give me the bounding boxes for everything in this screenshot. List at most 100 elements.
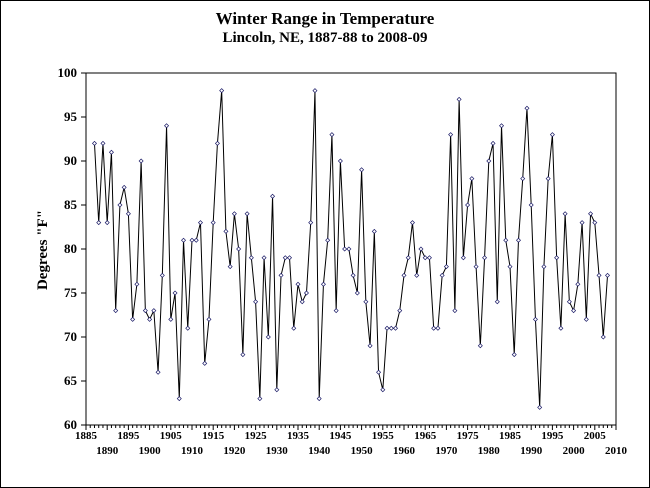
data-point <box>278 272 284 278</box>
x-tick-label-upper: 1985 <box>499 430 522 442</box>
data-point <box>393 325 399 331</box>
data-point <box>117 202 123 208</box>
data-point <box>562 211 568 217</box>
y-tick-label: 60 <box>64 417 77 432</box>
data-point <box>303 290 309 296</box>
data-point <box>142 308 148 314</box>
data-point <box>282 255 288 261</box>
x-tick-label-upper: 1955 <box>372 430 395 442</box>
data-point <box>261 255 267 261</box>
x-tick-label-upper: 1905 <box>160 430 183 442</box>
data-point <box>197 220 203 226</box>
data-point <box>435 325 441 331</box>
x-tick-label-lower: 2000 <box>563 445 586 457</box>
data-point <box>528 202 534 208</box>
data-point <box>532 316 538 322</box>
x-tick-label-lower: 1910 <box>181 445 204 457</box>
data-point <box>592 220 598 226</box>
data-point <box>469 176 475 182</box>
data-point <box>605 272 611 278</box>
data-point <box>359 167 365 173</box>
data-point <box>418 246 424 252</box>
data-point <box>494 299 500 305</box>
x-tick-label-upper: 1945 <box>329 430 352 442</box>
data-point <box>503 237 509 243</box>
data-point <box>147 316 153 322</box>
x-tick-label-lower: 1920 <box>223 445 246 457</box>
data-point <box>566 299 572 305</box>
data-point <box>524 105 530 111</box>
data-point <box>384 325 390 331</box>
data-point <box>274 387 280 393</box>
y-tick-label: 80 <box>64 241 77 256</box>
data-point <box>588 211 594 217</box>
x-tick-label-upper: 1975 <box>457 430 480 442</box>
data-point <box>575 281 581 287</box>
data-point <box>320 281 326 287</box>
data-point <box>337 158 343 164</box>
data-point <box>448 132 454 138</box>
data-point <box>227 264 233 270</box>
data-point <box>545 176 551 182</box>
series-line <box>93 90 609 408</box>
data-point <box>164 123 170 129</box>
data-point <box>172 290 178 296</box>
data-point <box>189 237 195 243</box>
x-tick-label-lower: 1890 <box>96 445 119 457</box>
data-point <box>354 290 360 296</box>
data-point <box>155 369 161 375</box>
data-point <box>507 264 513 270</box>
data-point <box>181 237 187 243</box>
y-tick-label: 70 <box>64 329 77 344</box>
data-point <box>130 316 136 322</box>
data-point <box>397 308 403 314</box>
x-tick-label-lower: 1970 <box>435 445 458 457</box>
data-point <box>477 343 483 349</box>
data-point <box>426 255 432 261</box>
data-point <box>291 325 297 331</box>
x-tick-label-lower: 1940 <box>308 445 331 457</box>
data-point <box>96 220 102 226</box>
axes: 60 65 70 75 80 85 90 95 100 1885 1895 1905 1915 1925 1… <box>58 65 628 457</box>
data-point <box>185 325 191 331</box>
data-point <box>193 237 199 243</box>
data-point <box>371 228 377 234</box>
x-tick-label-upper: 1925 <box>245 430 268 442</box>
data-point <box>240 352 246 358</box>
data-point <box>541 264 547 270</box>
y-tick-label: 85 <box>64 197 78 212</box>
data-point <box>431 325 437 331</box>
data-point <box>316 396 322 402</box>
x-tick-label-lower: 1950 <box>351 445 374 457</box>
data-point <box>121 184 127 190</box>
data-point <box>265 334 271 340</box>
data-point <box>91 140 97 146</box>
data-point <box>405 255 411 261</box>
data-point <box>333 308 339 314</box>
x-tick-label-upper: 1935 <box>287 430 310 442</box>
data-point <box>210 220 216 226</box>
data-point <box>465 202 471 208</box>
data-point <box>439 272 445 278</box>
x-tick-label-upper: 1995 <box>541 430 564 442</box>
data-point <box>346 246 352 252</box>
data-point <box>104 220 110 226</box>
data-point <box>443 264 449 270</box>
data-point <box>558 325 564 331</box>
data-point <box>270 193 276 199</box>
data-point <box>168 316 174 322</box>
data-point <box>376 369 382 375</box>
data-point <box>363 299 369 305</box>
chart-subtitle: Lincoln, NE, 1887-88 to 2008-09 <box>222 30 427 46</box>
data-point <box>499 123 505 129</box>
data-point <box>367 343 373 349</box>
data-point <box>456 96 462 102</box>
data-point <box>244 211 250 217</box>
y-tick-label: 75 <box>64 285 78 300</box>
data-point <box>409 220 415 226</box>
data-point <box>414 272 420 278</box>
data-point <box>600 334 606 340</box>
x-tick-label-lower: 1900 <box>139 445 162 457</box>
x-tick-label-upper: 1915 <box>202 430 225 442</box>
data-point <box>138 158 144 164</box>
